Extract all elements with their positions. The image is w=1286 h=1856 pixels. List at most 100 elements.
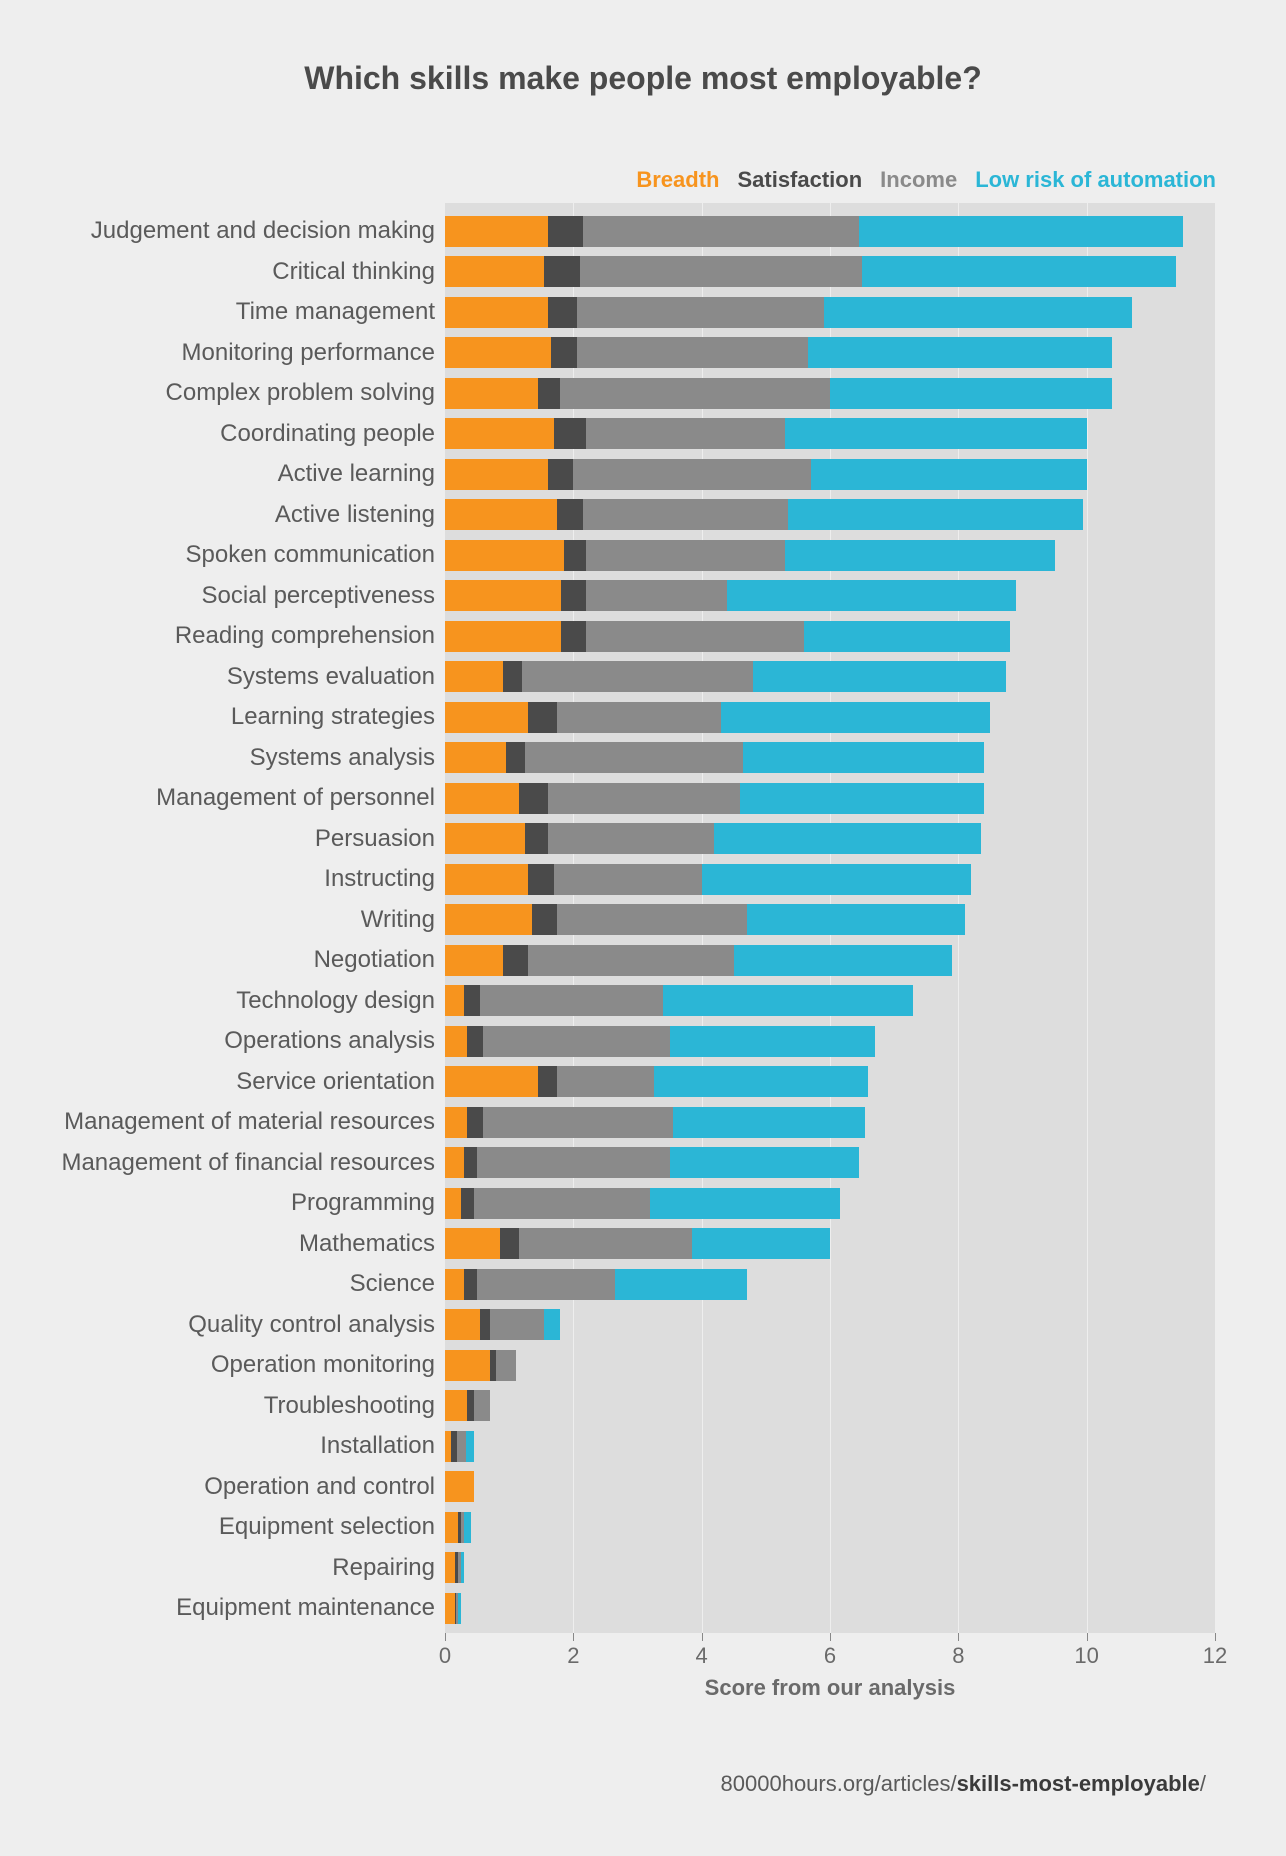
x-tick-label: 10 xyxy=(1074,1643,1098,1669)
bar-stack xyxy=(445,499,1083,530)
bar-label: Monitoring performance xyxy=(50,339,445,367)
bar-segment-satisfaction xyxy=(564,540,586,571)
bar-row: Systems analysis xyxy=(445,738,1215,779)
bar-stack xyxy=(445,1512,471,1543)
bar-segment-breadth xyxy=(445,864,528,895)
bar-segment-breadth xyxy=(445,337,551,368)
x-tick-label: 6 xyxy=(824,1643,836,1669)
bar-segment-automation xyxy=(862,256,1176,287)
bar-stack xyxy=(445,742,984,773)
bar-label: Social perceptiveness xyxy=(50,582,445,610)
bar-segment-income xyxy=(586,540,785,571)
bar-stack xyxy=(445,1552,464,1583)
bar-row: Operations analysis xyxy=(445,1021,1215,1062)
x-tick-mark xyxy=(958,1633,959,1641)
bar-stack xyxy=(445,1431,474,1462)
bar-stack xyxy=(445,1066,868,1097)
bar-row: Troubleshooting xyxy=(445,1386,1215,1427)
bar-segment-automation xyxy=(544,1309,560,1340)
bar-label: Judgement and decision making xyxy=(50,217,445,245)
bar-row: Learning strategies xyxy=(445,697,1215,738)
bar-row: Reading comprehension xyxy=(445,616,1215,657)
bar-segment-income xyxy=(583,499,788,530)
bar-label: Management of material resources xyxy=(50,1108,445,1136)
bar-segment-automation xyxy=(743,742,984,773)
gridline xyxy=(1215,203,1216,1633)
bar-row: Mathematics xyxy=(445,1224,1215,1265)
bar-row: Systems evaluation xyxy=(445,657,1215,698)
bar-segment-breadth xyxy=(445,621,561,652)
bar-stack xyxy=(445,783,984,814)
bar-row: Service orientation xyxy=(445,1062,1215,1103)
bar-segment-income xyxy=(573,459,810,490)
bar-row: Time management xyxy=(445,292,1215,333)
bar-label: Technology design xyxy=(50,987,445,1015)
bar-segment-income xyxy=(483,1026,669,1057)
bar-row: Science xyxy=(445,1264,1215,1305)
x-axis: 024681012 Score from our analysis xyxy=(445,1633,1215,1701)
bar-label: Programming xyxy=(50,1189,445,1217)
bar-row: Coordinating people xyxy=(445,414,1215,455)
bar-segment-income xyxy=(557,1066,653,1097)
bar-segment-breadth xyxy=(445,742,506,773)
bar-label: Management of personnel xyxy=(50,784,445,812)
bar-row: Instructing xyxy=(445,859,1215,900)
bar-label: Active learning xyxy=(50,460,445,488)
bar-segment-income xyxy=(496,1350,515,1381)
x-axis-label: Score from our analysis xyxy=(445,1675,1215,1701)
bar-segment-breadth xyxy=(445,1026,467,1057)
bar-row: Persuasion xyxy=(445,819,1215,860)
bar-segment-breadth xyxy=(445,1228,500,1259)
bar-segment-breadth xyxy=(445,702,528,733)
bar-segment-breadth xyxy=(445,580,561,611)
bar-segment-automation xyxy=(753,661,1006,692)
bar-row: Monitoring performance xyxy=(445,333,1215,374)
bar-row: Management of personnel xyxy=(445,778,1215,819)
x-tick-label: 4 xyxy=(696,1643,708,1669)
bar-stack xyxy=(445,904,965,935)
bar-segment-breadth xyxy=(445,1188,461,1219)
bar-segment-automation xyxy=(654,1066,869,1097)
bar-row: Spoken communication xyxy=(445,535,1215,576)
bar-segment-automation xyxy=(461,1552,464,1583)
bar-segment-income xyxy=(580,256,862,287)
bar-label: Science xyxy=(50,1270,445,1298)
plot-area: Judgement and decision makingCritical th… xyxy=(445,203,1215,1633)
bar-segment-automation xyxy=(458,1593,461,1624)
bar-segment-satisfaction xyxy=(464,1269,477,1300)
bar-segment-automation xyxy=(734,945,952,976)
bar-row: Technology design xyxy=(445,981,1215,1022)
bar-label: Negotiation xyxy=(50,946,445,974)
bar-label: Mathematics xyxy=(50,1230,445,1258)
bar-label: Coordinating people xyxy=(50,420,445,448)
bar-stack xyxy=(445,256,1176,287)
bar-label: Learning strategies xyxy=(50,703,445,731)
bar-segment-breadth xyxy=(445,1552,455,1583)
bar-row: Management of financial resources xyxy=(445,1143,1215,1184)
bar-stack xyxy=(445,1026,875,1057)
bar-row: Installation xyxy=(445,1426,1215,1467)
bar-label: Writing xyxy=(50,906,445,934)
bar-label: Time management xyxy=(50,298,445,326)
x-tick-label: 0 xyxy=(439,1643,451,1669)
bar-segment-income xyxy=(548,823,715,854)
bar-row: Operation and control xyxy=(445,1467,1215,1508)
bar-segment-breadth xyxy=(445,985,464,1016)
bar-segment-income xyxy=(586,621,804,652)
bar-row: Critical thinking xyxy=(445,252,1215,293)
bar-segment-income xyxy=(548,783,741,814)
bar-stack xyxy=(445,945,952,976)
bar-segment-automation xyxy=(692,1228,830,1259)
bar-stack xyxy=(445,1107,865,1138)
bar-segment-income xyxy=(560,378,830,409)
bar-label: Management of financial resources xyxy=(50,1149,445,1177)
bar-stack xyxy=(445,1471,474,1502)
bar-segment-breadth xyxy=(445,1350,490,1381)
bar-segment-breadth xyxy=(445,418,554,449)
bar-segment-income xyxy=(477,1269,615,1300)
bar-segment-income xyxy=(490,1309,545,1340)
bar-segment-automation xyxy=(714,823,980,854)
bar-label: Persuasion xyxy=(50,825,445,853)
bar-row: Writing xyxy=(445,900,1215,941)
bar-segment-automation xyxy=(804,621,1009,652)
